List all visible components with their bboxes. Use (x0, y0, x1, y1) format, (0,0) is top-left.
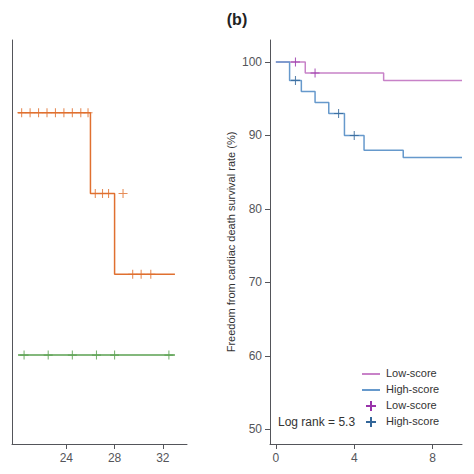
svg-text:80: 80 (249, 202, 263, 216)
svg-text:4: 4 (351, 451, 358, 465)
svg-text:100: 100 (242, 55, 262, 69)
svg-text:High-score: High-score (386, 415, 439, 427)
svg-text:(b): (b) (227, 11, 247, 28)
svg-text:28: 28 (108, 451, 122, 465)
svg-text:Low-score: Low-score (386, 399, 437, 411)
svg-text:32: 32 (156, 451, 170, 465)
svg-text:90: 90 (249, 128, 263, 142)
svg-text:Freedom from cardiac death sur: Freedom from cardiac death survival rate… (225, 132, 237, 353)
svg-text:High-score: High-score (386, 383, 439, 395)
svg-text:Log rank = 5.3: Log rank = 5.3 (278, 415, 355, 429)
svg-text:50: 50 (249, 422, 263, 436)
svg-text:70: 70 (249, 275, 263, 289)
svg-text:8: 8 (429, 451, 436, 465)
svg-text:0: 0 (273, 451, 280, 465)
svg-text:24: 24 (60, 451, 74, 465)
svg-text:60: 60 (249, 349, 263, 363)
svg-text:Low-score: Low-score (386, 367, 437, 379)
